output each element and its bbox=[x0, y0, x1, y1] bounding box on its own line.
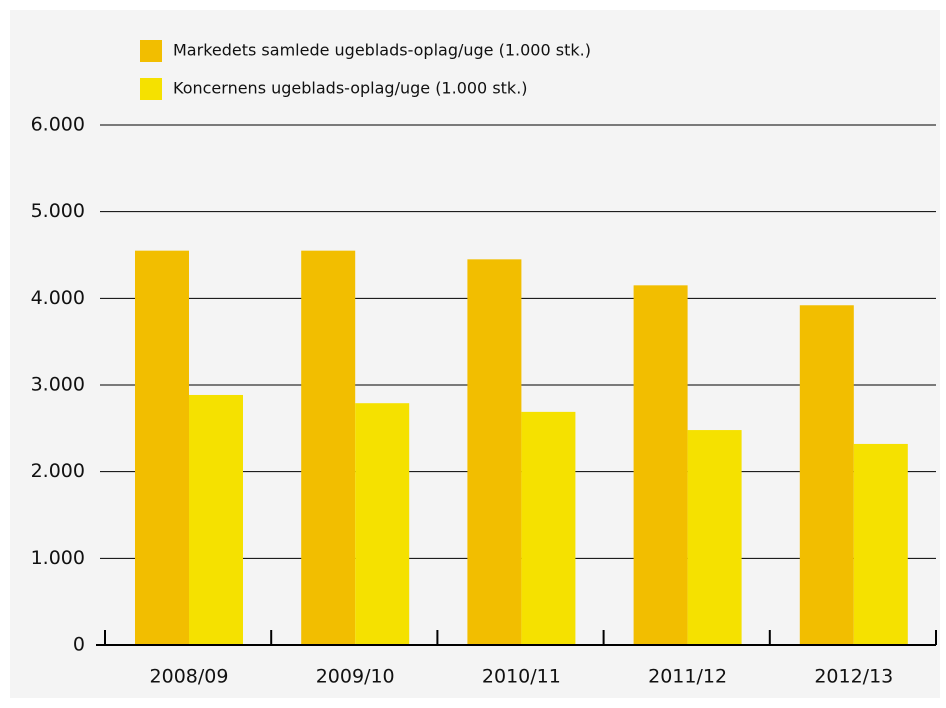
x-tick-label: 2012/13 bbox=[814, 666, 893, 688]
x-tick-label: 2008/09 bbox=[150, 666, 229, 688]
x-tick-label: 2010/11 bbox=[482, 666, 561, 688]
y-tick-label: 1.000 bbox=[31, 547, 85, 569]
y-tick-label: 6.000 bbox=[31, 114, 85, 136]
y-tick-label: 0 bbox=[73, 634, 85, 656]
bar bbox=[301, 250, 356, 645]
bar bbox=[189, 394, 243, 645]
bar bbox=[853, 443, 908, 645]
bar bbox=[687, 430, 742, 645]
legend-swatch bbox=[140, 78, 162, 100]
y-tick-label: 5.000 bbox=[31, 200, 85, 222]
x-tick-label: 2009/10 bbox=[316, 666, 395, 688]
legend-swatch bbox=[140, 40, 162, 62]
bar bbox=[633, 285, 688, 645]
bar bbox=[355, 403, 410, 645]
y-tick-label: 4.000 bbox=[31, 287, 85, 309]
bar bbox=[521, 411, 576, 645]
x-tick-label: 2011/12 bbox=[648, 666, 727, 688]
bar bbox=[799, 305, 854, 645]
bar bbox=[135, 250, 189, 645]
y-tick-label: 3.000 bbox=[31, 374, 85, 396]
legend-label: Markedets samlede ugeblads-oplag/uge (1.… bbox=[173, 41, 591, 60]
bar bbox=[467, 259, 522, 645]
y-tick-label: 2.000 bbox=[31, 460, 85, 482]
legend-label: Koncernens ugeblads-oplag/uge (1.000 stk… bbox=[173, 79, 528, 98]
